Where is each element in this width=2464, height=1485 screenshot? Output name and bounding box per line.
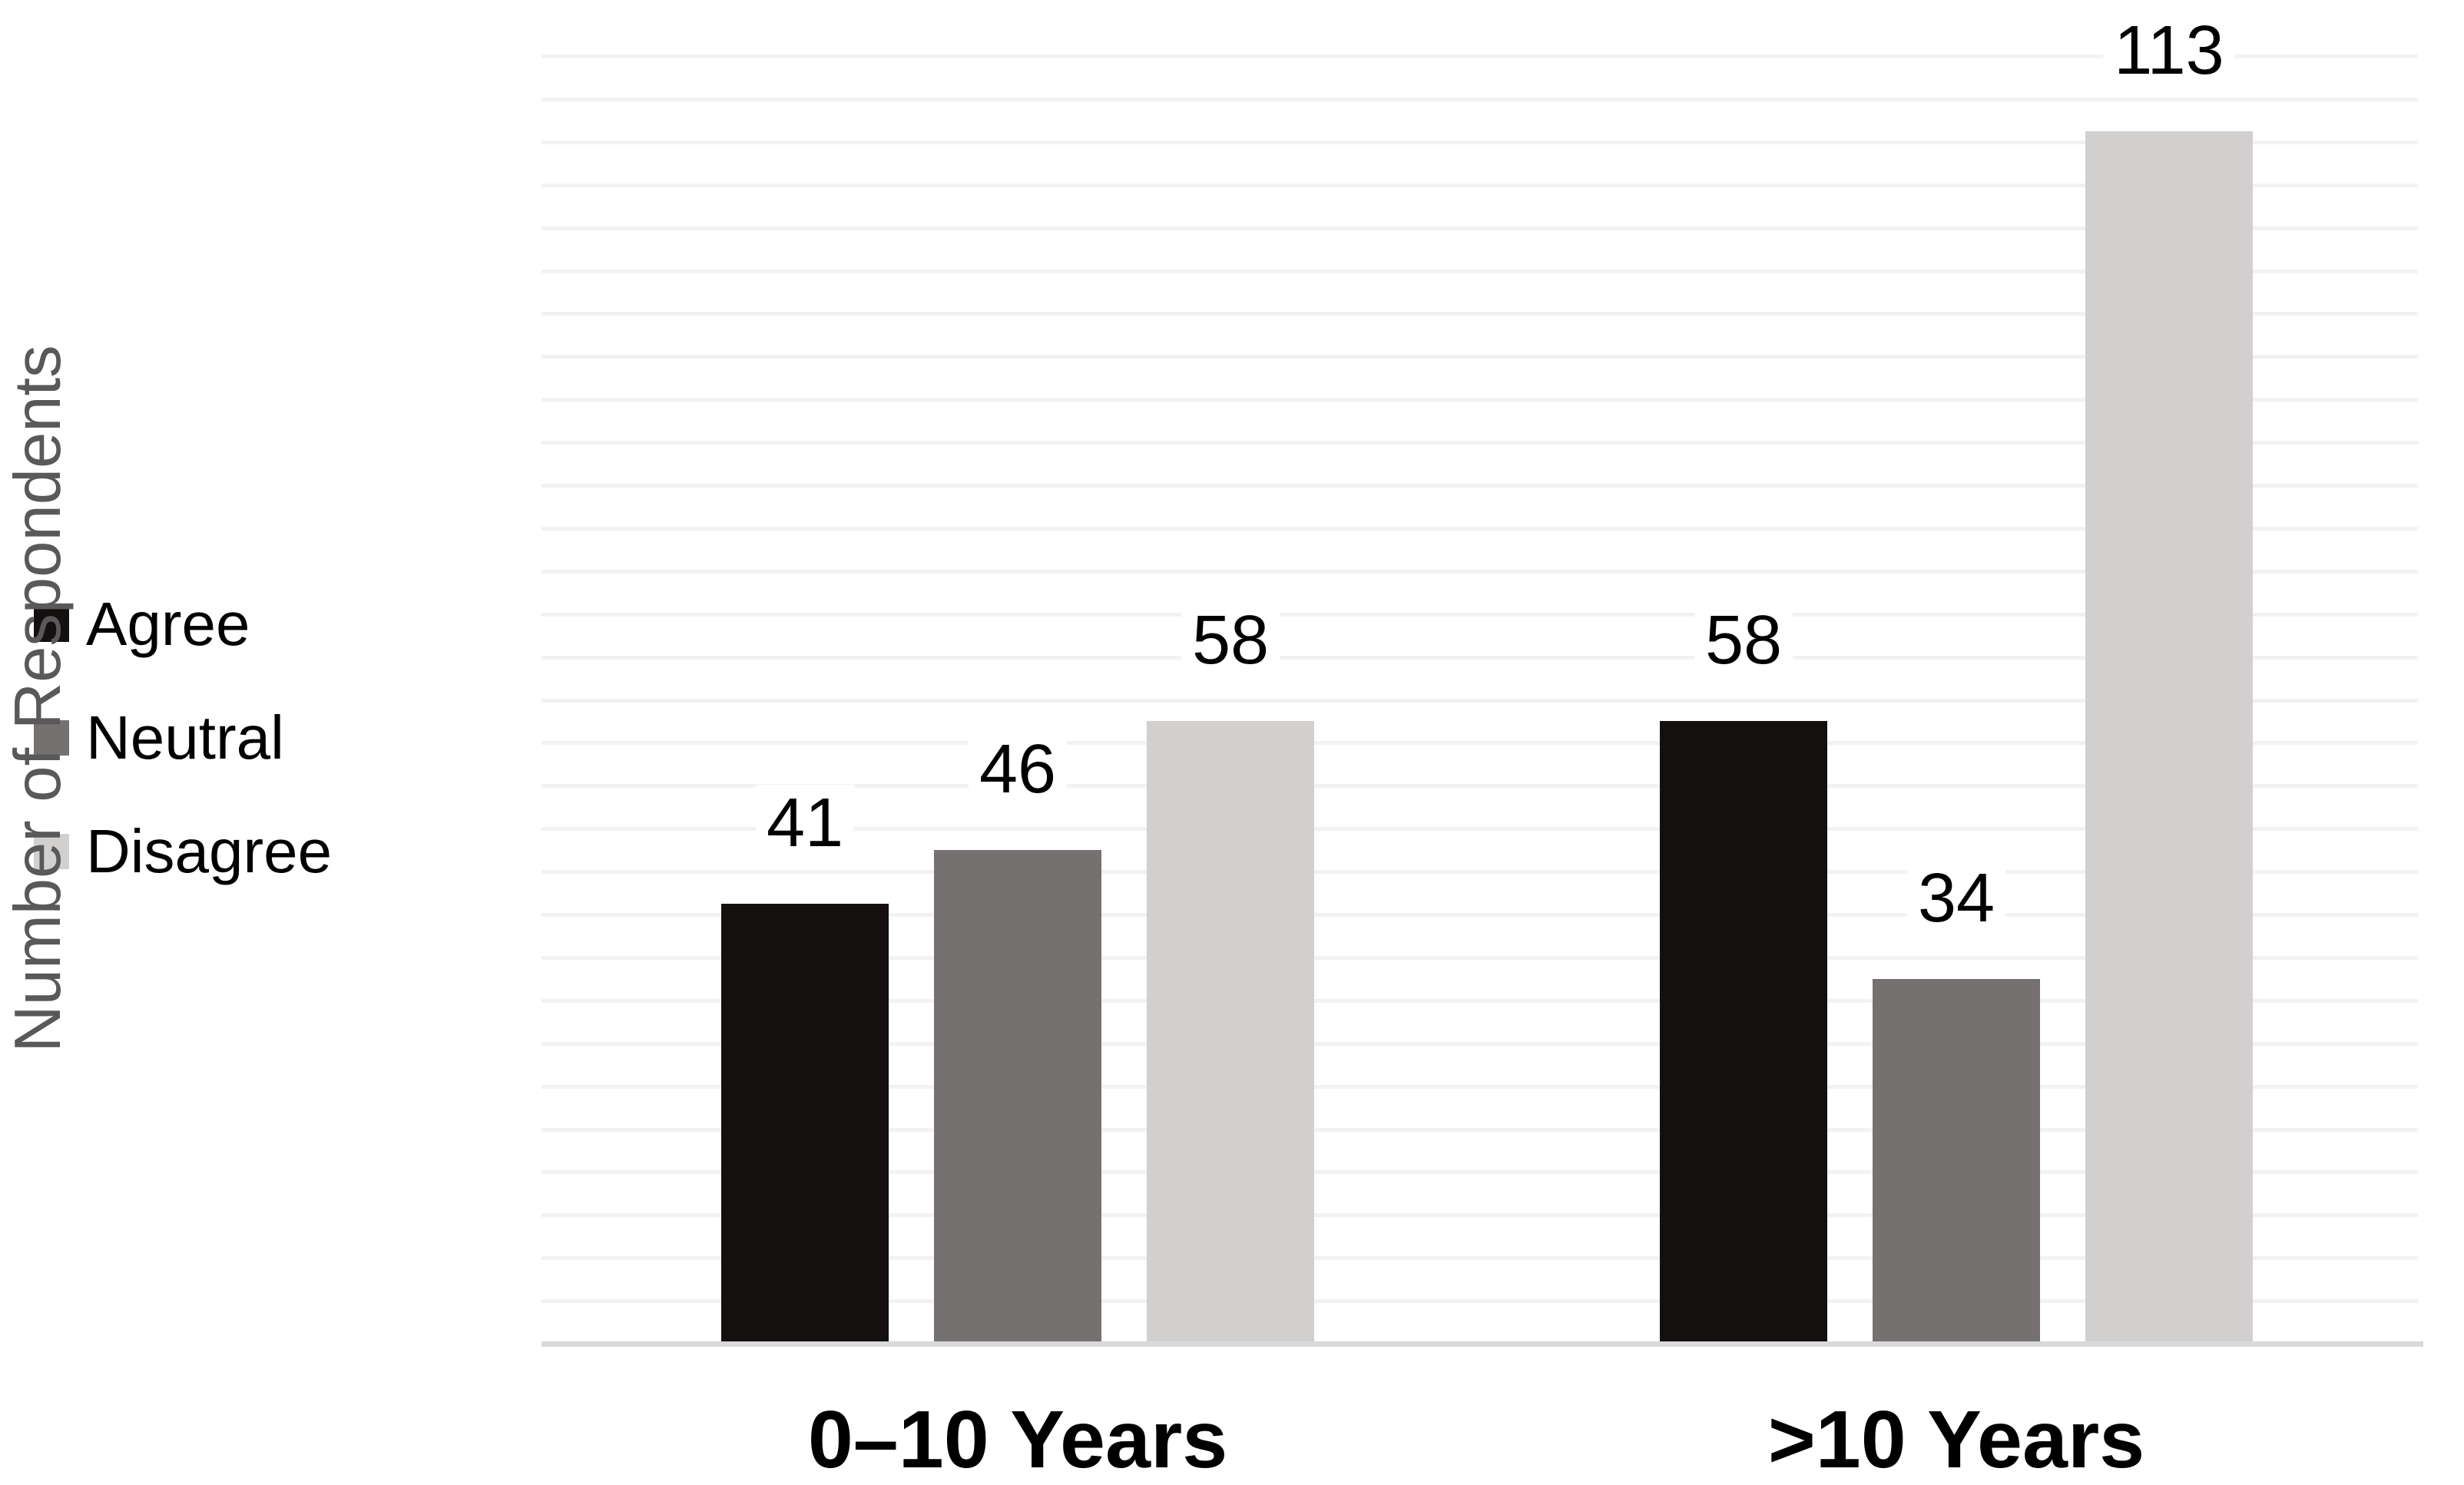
x-category-label: >10 Years xyxy=(1767,1394,2145,1485)
bar-value-label: 46 xyxy=(968,731,1068,809)
legend-swatch-agree xyxy=(34,607,69,642)
gridline xyxy=(541,55,2418,58)
gridline xyxy=(541,569,2418,574)
bar-value-label: 41 xyxy=(755,785,855,862)
bar-value-label: 58 xyxy=(1694,602,1793,680)
bar-value-label: 34 xyxy=(1906,859,2006,937)
legend-label: Neutral xyxy=(86,703,284,772)
legend-swatch-neutral xyxy=(34,720,69,756)
gridline xyxy=(541,140,2418,144)
legend-item-neutral: Neutral xyxy=(34,701,332,775)
gridline xyxy=(541,955,2418,960)
gridline xyxy=(541,913,2418,917)
gridline xyxy=(541,784,2418,789)
gridline xyxy=(541,226,2418,230)
gridline xyxy=(541,183,2418,187)
gridline xyxy=(541,698,2418,703)
gridline xyxy=(541,1213,2418,1218)
gridline xyxy=(541,612,2418,617)
x-axis-line xyxy=(541,1341,2423,1347)
gridline xyxy=(541,1041,2418,1046)
gridline xyxy=(541,355,2418,359)
x-category-label: 0–10 Years xyxy=(807,1394,1228,1485)
gridline xyxy=(541,1299,2418,1304)
legend-swatch-disagree xyxy=(34,834,69,869)
gridline xyxy=(541,526,2418,531)
bar-value-label: 58 xyxy=(1181,602,1280,680)
plot-area: 41 46 58 58 34 113 xyxy=(541,12,2418,1344)
gridline xyxy=(541,269,2418,273)
gridline xyxy=(541,870,2418,875)
gridline xyxy=(541,484,2418,488)
bar-agree-group2 xyxy=(1660,721,1827,1344)
chart-legend: Agree Neutral Disagree xyxy=(34,587,332,928)
y-axis-title: Number of Respondents xyxy=(2,345,75,1053)
gridline xyxy=(541,655,2418,660)
gridline xyxy=(541,827,2418,832)
gridline xyxy=(541,312,2418,316)
legend-label: Agree xyxy=(86,590,250,658)
legend-item-disagree: Disagree xyxy=(34,815,332,888)
gridline xyxy=(541,97,2418,101)
bar-disagree-group1 xyxy=(1147,721,1314,1344)
bar-neutral-group1 xyxy=(934,850,1101,1344)
gridline xyxy=(541,1127,2418,1132)
legend-item-agree: Agree xyxy=(34,587,332,661)
gridline xyxy=(541,998,2418,1003)
gridline xyxy=(541,741,2418,746)
bar-value-label: 113 xyxy=(2103,12,2235,89)
gridline xyxy=(541,441,2418,445)
bar-agree-group1 xyxy=(721,904,889,1344)
gridline xyxy=(541,1084,2418,1089)
legend-label: Disagree xyxy=(86,817,333,885)
gridline xyxy=(541,1256,2418,1261)
gridline xyxy=(541,398,2418,402)
gridline xyxy=(541,1170,2418,1175)
bar-disagree-group2 xyxy=(2085,131,2253,1344)
bar-neutral-group2 xyxy=(1873,978,2040,1344)
